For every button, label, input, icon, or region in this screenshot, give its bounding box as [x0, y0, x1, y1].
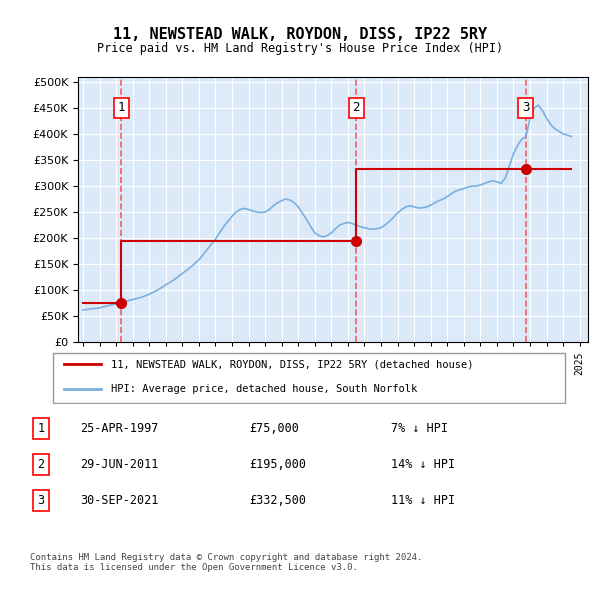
Text: 14% ↓ HPI: 14% ↓ HPI [391, 458, 455, 471]
Text: 1: 1 [37, 422, 44, 435]
Text: Contains HM Land Registry data © Crown copyright and database right 2024.
This d: Contains HM Land Registry data © Crown c… [30, 553, 422, 572]
Text: 3: 3 [522, 101, 530, 114]
Text: 29-JUN-2011: 29-JUN-2011 [80, 458, 159, 471]
Text: 2: 2 [352, 101, 360, 114]
Text: 11, NEWSTEAD WALK, ROYDON, DISS, IP22 5RY: 11, NEWSTEAD WALK, ROYDON, DISS, IP22 5R… [113, 27, 487, 41]
Text: 25-APR-1997: 25-APR-1997 [80, 422, 159, 435]
Text: 3: 3 [37, 494, 44, 507]
Text: HPI: Average price, detached house, South Norfolk: HPI: Average price, detached house, Sout… [112, 384, 418, 394]
Text: 2: 2 [37, 458, 44, 471]
Text: 30-SEP-2021: 30-SEP-2021 [80, 494, 159, 507]
Text: 11, NEWSTEAD WALK, ROYDON, DISS, IP22 5RY (detached house): 11, NEWSTEAD WALK, ROYDON, DISS, IP22 5R… [112, 359, 474, 369]
Text: Price paid vs. HM Land Registry's House Price Index (HPI): Price paid vs. HM Land Registry's House … [97, 42, 503, 55]
Text: 11% ↓ HPI: 11% ↓ HPI [391, 494, 455, 507]
Text: £195,000: £195,000 [250, 458, 307, 471]
Text: £75,000: £75,000 [250, 422, 299, 435]
Text: 1: 1 [118, 101, 125, 114]
Text: £332,500: £332,500 [250, 494, 307, 507]
FancyBboxPatch shape [53, 353, 565, 403]
Text: 7% ↓ HPI: 7% ↓ HPI [391, 422, 448, 435]
